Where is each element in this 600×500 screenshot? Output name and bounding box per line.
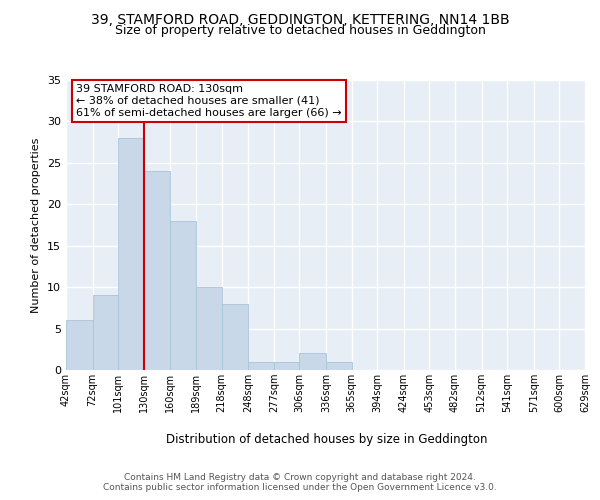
Y-axis label: Number of detached properties: Number of detached properties [31, 138, 41, 312]
Text: Distribution of detached houses by size in Geddington: Distribution of detached houses by size … [166, 432, 488, 446]
Bar [118, 138, 144, 370]
Bar [196, 287, 221, 370]
Bar [248, 362, 274, 370]
Text: 39, STAMFORD ROAD, GEDDINGTON, KETTERING, NN14 1BB: 39, STAMFORD ROAD, GEDDINGTON, KETTERING… [91, 12, 509, 26]
Text: Contains public sector information licensed under the Open Government Licence v3: Contains public sector information licen… [103, 482, 497, 492]
Text: Size of property relative to detached houses in Geddington: Size of property relative to detached ho… [115, 24, 485, 37]
Text: Contains HM Land Registry data © Crown copyright and database right 2024.: Contains HM Land Registry data © Crown c… [124, 472, 476, 482]
Bar [299, 354, 326, 370]
Bar [92, 296, 118, 370]
Bar [66, 320, 92, 370]
Bar [274, 362, 299, 370]
Text: 39 STAMFORD ROAD: 130sqm
← 38% of detached houses are smaller (41)
61% of semi-d: 39 STAMFORD ROAD: 130sqm ← 38% of detach… [76, 84, 342, 117]
Bar [221, 304, 248, 370]
Bar [326, 362, 352, 370]
Bar [144, 171, 170, 370]
Bar [170, 221, 196, 370]
